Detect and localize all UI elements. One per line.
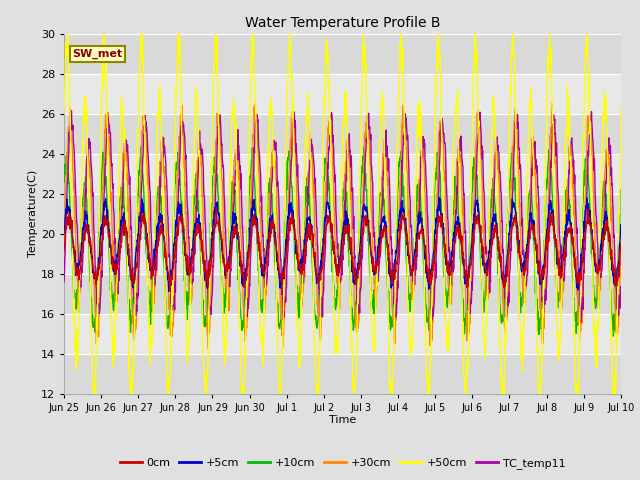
+5cm xyxy=(378,221,385,227)
Bar xyxy=(64,274,621,313)
Y-axis label: Temperature(C): Temperature(C) xyxy=(28,170,38,257)
0cm xyxy=(319,264,326,270)
Bar xyxy=(64,354,621,394)
+50cm xyxy=(104,157,111,163)
+10cm xyxy=(609,333,617,339)
Bar xyxy=(64,34,621,73)
TC_temp11 xyxy=(104,128,111,133)
+30cm xyxy=(103,124,111,130)
+5cm xyxy=(297,256,305,262)
+50cm xyxy=(319,198,326,204)
TC_temp11 xyxy=(318,294,326,300)
Line: 0cm: 0cm xyxy=(64,208,621,291)
+5cm xyxy=(318,253,326,259)
+5cm xyxy=(60,230,68,236)
+5cm xyxy=(435,194,443,200)
+50cm xyxy=(308,240,316,246)
Bar xyxy=(64,73,621,114)
Text: SW_met: SW_met xyxy=(72,49,122,59)
0cm xyxy=(126,264,134,269)
+10cm xyxy=(318,219,326,225)
+10cm xyxy=(137,144,145,150)
0cm xyxy=(166,288,174,294)
Line: +10cm: +10cm xyxy=(64,147,621,336)
+5cm xyxy=(103,216,111,222)
+30cm xyxy=(378,207,385,213)
Bar xyxy=(64,114,621,154)
+10cm xyxy=(103,202,111,208)
+50cm xyxy=(60,110,68,116)
Line: +50cm: +50cm xyxy=(64,34,621,394)
+50cm xyxy=(378,102,385,108)
+10cm xyxy=(126,316,134,322)
+5cm xyxy=(126,264,134,269)
+10cm xyxy=(378,190,385,196)
+30cm xyxy=(204,346,212,351)
Bar xyxy=(64,154,621,193)
TC_temp11 xyxy=(308,142,316,148)
0cm xyxy=(212,205,220,211)
+50cm xyxy=(64,31,72,36)
+5cm xyxy=(165,288,173,294)
+5cm xyxy=(308,231,316,237)
Line: +5cm: +5cm xyxy=(64,197,621,291)
Line: TC_temp11: TC_temp11 xyxy=(64,111,621,323)
+5cm xyxy=(617,222,625,228)
+30cm xyxy=(548,100,556,106)
+50cm xyxy=(127,383,134,388)
Title: Water Temperature Profile B: Water Temperature Profile B xyxy=(244,16,440,30)
+30cm xyxy=(617,251,625,257)
0cm xyxy=(308,241,316,247)
Line: +30cm: +30cm xyxy=(64,103,621,348)
+10cm xyxy=(297,294,305,300)
TC_temp11 xyxy=(617,284,625,289)
Bar xyxy=(64,234,621,274)
Bar xyxy=(64,313,621,354)
+50cm xyxy=(90,391,97,396)
TC_temp11 xyxy=(297,243,305,249)
+10cm xyxy=(617,187,625,192)
TC_temp11 xyxy=(126,192,134,198)
0cm xyxy=(60,248,68,253)
X-axis label: Time: Time xyxy=(329,415,356,425)
0cm xyxy=(297,267,305,273)
+30cm xyxy=(318,309,326,315)
TC_temp11 xyxy=(577,320,584,325)
0cm xyxy=(103,217,111,223)
+10cm xyxy=(308,257,316,263)
TC_temp11 xyxy=(68,108,76,114)
+30cm xyxy=(308,152,316,157)
+30cm xyxy=(126,231,134,237)
+30cm xyxy=(297,296,305,302)
+50cm xyxy=(617,104,625,109)
0cm xyxy=(617,240,625,246)
TC_temp11 xyxy=(378,217,385,223)
Legend: 0cm, +5cm, +10cm, +30cm, +50cm, TC_temp11: 0cm, +5cm, +10cm, +30cm, +50cm, TC_temp1… xyxy=(115,453,570,473)
TC_temp11 xyxy=(60,279,68,285)
+50cm xyxy=(297,312,305,317)
0cm xyxy=(378,230,385,236)
+10cm xyxy=(60,178,68,184)
+30cm xyxy=(60,260,68,265)
Bar xyxy=(64,193,621,234)
